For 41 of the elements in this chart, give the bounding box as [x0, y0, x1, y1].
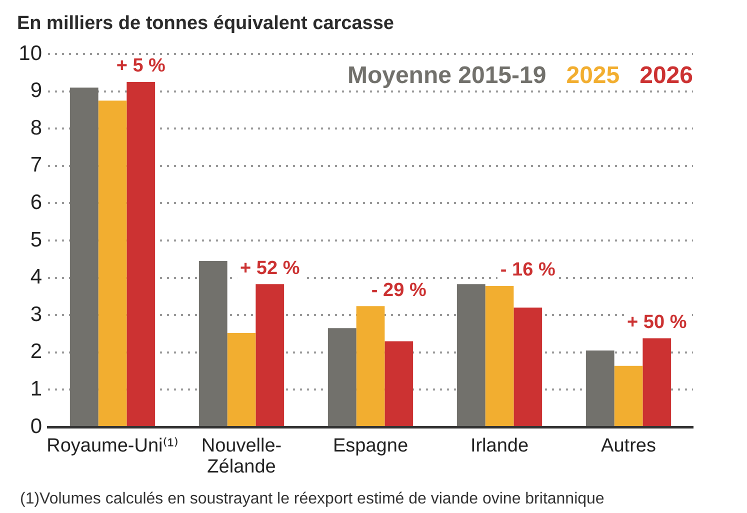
y-tick-label: 2: [30, 340, 42, 364]
x-tick-label: Nouvelle-Zélande: [201, 436, 282, 478]
text: 2025: [566, 62, 620, 89]
y-tick-label: 1: [30, 377, 42, 400]
y-tick-label: 10: [18, 42, 42, 65]
annotation: + 50 %: [627, 312, 687, 333]
bar: [485, 286, 514, 426]
bar: [356, 306, 385, 426]
y-tick-label: 9: [30, 79, 42, 102]
bar: [614, 366, 643, 426]
bar: [70, 88, 98, 426]
text: (1)Volumes calculés en soustrayant le réexport estimé de viande ovine britannique: [20, 490, 604, 508]
x-tick-label: Royaume-Uni⁽¹⁾: [46, 436, 178, 457]
y-tick-label: 5: [30, 228, 42, 252]
bar: [126, 82, 156, 426]
annotation: + 5 %: [116, 56, 166, 77]
y-tick-label: 4: [30, 266, 42, 289]
bar: [198, 261, 228, 426]
bar: [328, 328, 356, 426]
bar: [456, 284, 486, 426]
y-tick-label: 3: [30, 302, 42, 326]
y-tick-label: 8: [30, 116, 42, 140]
x-tick-label: Irlande: [470, 436, 529, 457]
y-tick-label: 7: [30, 154, 42, 177]
y-tick-label: 0: [30, 414, 42, 438]
bar: [384, 341, 414, 426]
x-tick-label: Autres: [601, 436, 656, 457]
bar: [586, 350, 614, 426]
bar: [98, 100, 127, 426]
annotation: - 16 %: [500, 260, 556, 281]
y-tick-label: 6: [30, 190, 42, 214]
text: 2026: [640, 62, 693, 89]
annotation: - 29 %: [371, 280, 426, 301]
y-axis-title: En milliers de tonnes équivalent carcasse: [17, 13, 394, 34]
x-tick-label: Espagne: [332, 436, 408, 457]
annotation: + 52 %: [240, 258, 300, 279]
bar: [642, 338, 672, 426]
bar: [227, 333, 256, 426]
bar: [514, 308, 542, 426]
bar: [256, 284, 284, 426]
text: Moyenne 2015-19: [347, 62, 546, 89]
